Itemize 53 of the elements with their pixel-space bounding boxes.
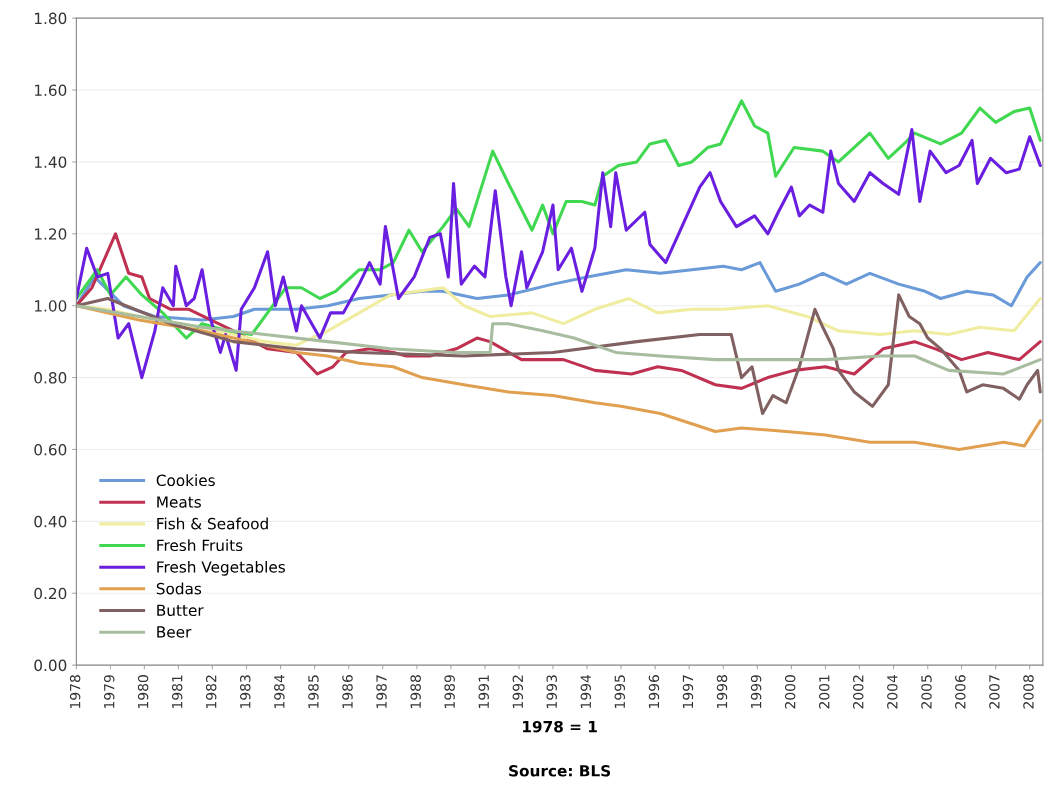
x-tick-label: 1982 (205, 675, 217, 708)
x-tick-label: 2007 (989, 675, 1000, 709)
x-tick-label: 1981 (171, 675, 183, 708)
x-tick-label: 1994 (580, 674, 592, 708)
y-tick-label: 0.40 (34, 515, 67, 528)
x-tick-label: 1999 (750, 675, 762, 708)
x-tick-label: 1987 (376, 675, 387, 708)
x-tick-label: 1989 (444, 675, 455, 708)
x-tick-label: 1985 (308, 675, 319, 708)
x-tick-label: 1995 (614, 675, 626, 708)
y-tick-label: 1.20 (34, 228, 67, 240)
line-series (76, 304, 1042, 376)
x-tick-label: 1993 (546, 675, 557, 708)
line-series (76, 128, 1042, 380)
x-tick-label: 2002 (853, 675, 864, 709)
x-tick-label: 1979 (103, 675, 115, 708)
legend-label: Fresh Vegetables (157, 560, 285, 576)
x-tick-label: 2005 (921, 675, 932, 709)
y-tick-label: 0.60 (34, 443, 67, 456)
y-tick-label: 0.20 (34, 587, 67, 600)
y-tick-label: 1.60 (34, 84, 67, 97)
y-tick-label: 1.80 (34, 12, 67, 25)
line-series (76, 304, 1042, 451)
legend-label: Butter (157, 604, 204, 617)
x-tick-label: 1997 (682, 675, 694, 708)
legend-label: Fresh Fruits (157, 539, 243, 552)
line-series (76, 293, 1042, 416)
legend-label: Fish & Seafood (157, 517, 268, 530)
x-tick-label: 2001 (819, 675, 830, 709)
x-tick-label: 2004 (887, 674, 898, 709)
y-tick-label: 1.00 (34, 300, 67, 312)
legend-label: Beer (157, 626, 192, 638)
legend-label: Sodas (156, 582, 202, 595)
x-tick-label: 1978 (69, 675, 81, 708)
source-note: Source: BLS (509, 765, 611, 777)
legend-label: Meats (157, 496, 201, 508)
y-tick-label: 0.00 (34, 659, 67, 672)
x-tick-label: 1984 (274, 674, 285, 708)
x-tick-label: 1998 (716, 675, 728, 708)
x-tick-label: 1986 (342, 675, 353, 708)
x-tick-label: 2008 (1023, 675, 1034, 709)
x-tick-label: 2006 (955, 675, 966, 709)
x-tick-label: 1996 (648, 675, 660, 708)
x-tick-label: 1980 (137, 675, 149, 708)
x-axis-title: 1978 = 1 (523, 720, 597, 733)
x-tick-label: 1988 (410, 675, 421, 708)
x-tick-label: 1983 (240, 675, 251, 708)
y-tick-label: 1.40 (34, 156, 67, 168)
legend-label: Cookies (156, 474, 215, 487)
x-tick-label: 2000 (784, 675, 796, 709)
x-tick-label: 1991 (478, 675, 489, 708)
y-tick-label: 0.80 (34, 372, 67, 384)
x-tick-label: 1992 (512, 675, 524, 708)
